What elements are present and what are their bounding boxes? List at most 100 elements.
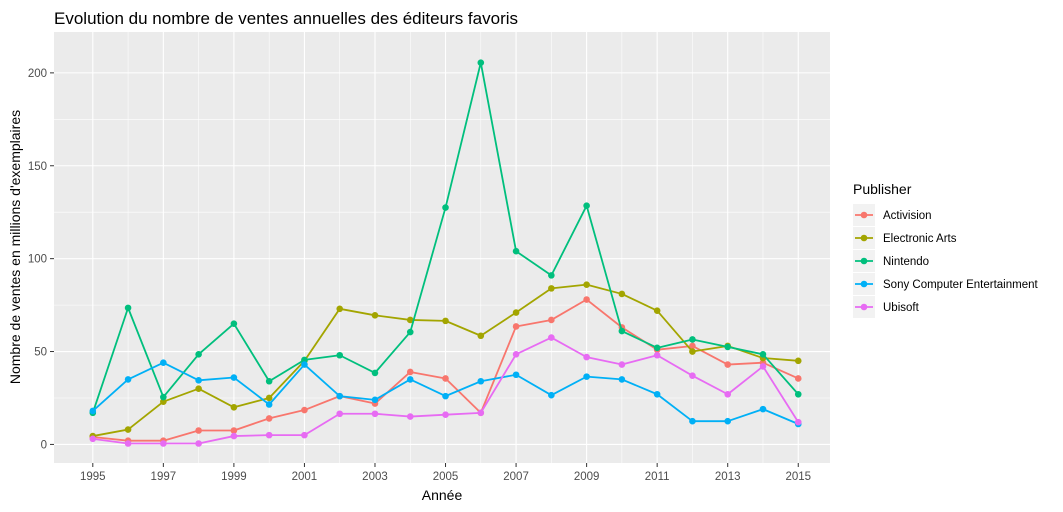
data-point-electronic-arts xyxy=(195,385,202,392)
data-point-activision xyxy=(301,406,308,414)
data-point-activision xyxy=(230,427,238,434)
data-point-ubisoft xyxy=(724,390,732,398)
legend-label: Ubisoft xyxy=(883,302,920,314)
data-point-sony-computer-entertainment xyxy=(442,392,449,400)
data-point-sony-computer-entertainment xyxy=(512,371,520,379)
data-point-electronic-arts xyxy=(160,398,167,405)
y-tick-label: 150 xyxy=(28,161,47,173)
major-gridlines xyxy=(54,32,830,463)
data-point-activision xyxy=(265,415,273,422)
x-tick-label: 2005 xyxy=(433,471,459,483)
series-layer xyxy=(89,59,802,447)
y-tick-label: 0 xyxy=(41,439,47,451)
data-point-ubisoft xyxy=(265,431,273,439)
data-point-ubisoft xyxy=(442,411,449,418)
data-point-ubisoft xyxy=(512,351,520,358)
data-point-ubisoft xyxy=(336,410,344,418)
data-point-ubisoft xyxy=(230,432,238,440)
data-point-sony-computer-entertainment xyxy=(124,376,132,383)
data-point-electronic-arts xyxy=(583,281,590,288)
data-point-nintendo xyxy=(689,336,696,343)
data-point-nintendo xyxy=(265,377,273,385)
data-point-nintendo xyxy=(442,204,449,211)
data-point-electronic-arts xyxy=(689,348,696,355)
data-point-nintendo xyxy=(301,356,308,364)
data-point-ubisoft xyxy=(195,440,202,447)
data-point-electronic-arts xyxy=(618,290,626,298)
data-point-electronic-arts xyxy=(371,312,379,319)
data-point-electronic-arts xyxy=(512,309,520,316)
data-point-activision xyxy=(724,361,732,368)
data-point-electronic-arts xyxy=(442,317,449,325)
data-point-ubisoft xyxy=(794,418,802,426)
data-point-electronic-arts xyxy=(548,285,555,292)
data-point-sony-computer-entertainment xyxy=(160,359,167,366)
plot-panel xyxy=(54,32,830,463)
data-point-sony-computer-entertainment xyxy=(195,377,202,384)
legend-item-ubisoft: Ubisoft xyxy=(853,296,920,318)
y-tick-label: 100 xyxy=(28,254,47,266)
data-point-ubisoft xyxy=(124,440,132,447)
data-point-electronic-arts xyxy=(336,305,344,313)
legend-key-point xyxy=(860,211,868,219)
data-point-nintendo xyxy=(124,304,132,312)
y-axis-title: Nombre de ventes en millions d'exemplair… xyxy=(7,110,23,384)
legend-label: Sony Computer Entertainment xyxy=(883,279,1038,291)
data-point-ubisoft xyxy=(759,363,767,370)
data-point-electronic-arts xyxy=(477,332,485,340)
data-point-nintendo xyxy=(406,328,414,336)
y-tick-label: 200 xyxy=(28,68,47,80)
data-point-ubisoft xyxy=(689,372,696,379)
x-tick-label: 2009 xyxy=(574,471,600,483)
legend-item-electronic-arts: Electronic Arts xyxy=(853,227,957,249)
legend-label: Electronic Arts xyxy=(883,233,957,245)
legend-label: Nintendo xyxy=(883,256,929,268)
data-point-sony-computer-entertainment xyxy=(583,373,590,380)
data-point-sony-computer-entertainment xyxy=(336,392,344,400)
data-point-electronic-arts xyxy=(406,316,414,324)
chart-title: Evolution du nombre de ventes annuelles … xyxy=(54,9,518,28)
data-point-ubisoft xyxy=(477,409,485,417)
data-point-ubisoft xyxy=(301,431,308,439)
data-point-activision xyxy=(442,375,449,382)
data-point-sony-computer-entertainment xyxy=(89,407,97,415)
data-point-sony-computer-entertainment xyxy=(406,376,414,383)
x-tick-label: 2011 xyxy=(645,471,670,483)
data-point-nintendo xyxy=(618,327,626,335)
minor-gridlines xyxy=(54,32,830,463)
legend-label: Activision xyxy=(883,210,932,222)
data-point-sony-computer-entertainment xyxy=(653,390,661,398)
data-point-ubisoft xyxy=(653,351,661,359)
data-point-activision xyxy=(548,316,555,324)
x-tick-label: 2015 xyxy=(785,471,811,483)
legend-item-sony-computer-entertainment: Sony Computer Entertainment xyxy=(853,273,1038,295)
data-point-ubisoft xyxy=(583,353,590,361)
data-point-sony-computer-entertainment xyxy=(230,374,238,381)
data-point-electronic-arts xyxy=(265,394,273,402)
data-point-nintendo xyxy=(759,351,767,358)
data-point-ubisoft xyxy=(89,435,97,443)
x-axis: 1995 1997 1999 2001 2003 2005 2007 2009 2011 2013… xyxy=(80,463,811,483)
data-point-electronic-arts xyxy=(230,403,238,411)
data-point-nintendo xyxy=(724,343,732,351)
x-tick-label: 1999 xyxy=(221,471,247,483)
legend-title: Publisher xyxy=(853,181,912,197)
data-point-activision xyxy=(512,323,520,330)
data-point-ubisoft xyxy=(406,413,414,420)
data-point-nintendo xyxy=(336,351,344,359)
data-point-activision xyxy=(794,375,802,382)
data-point-electronic-arts xyxy=(794,357,802,365)
legend-item-nintendo: Nintendo xyxy=(853,250,929,272)
y-axis: 0 50 100 150 200 xyxy=(28,68,54,451)
data-point-nintendo xyxy=(548,272,555,279)
data-point-sony-computer-entertainment xyxy=(371,396,379,404)
data-point-nintendo xyxy=(195,351,202,358)
data-point-ubisoft xyxy=(371,410,379,418)
data-point-ubisoft xyxy=(160,440,167,447)
legend-items: Activision Electronic Arts Nintendo Sony Co… xyxy=(853,204,1038,318)
legend-key-point xyxy=(860,280,868,288)
legend-item-activision: Activision xyxy=(853,204,932,226)
data-point-nintendo xyxy=(794,390,802,398)
legend-key-point xyxy=(860,234,868,242)
